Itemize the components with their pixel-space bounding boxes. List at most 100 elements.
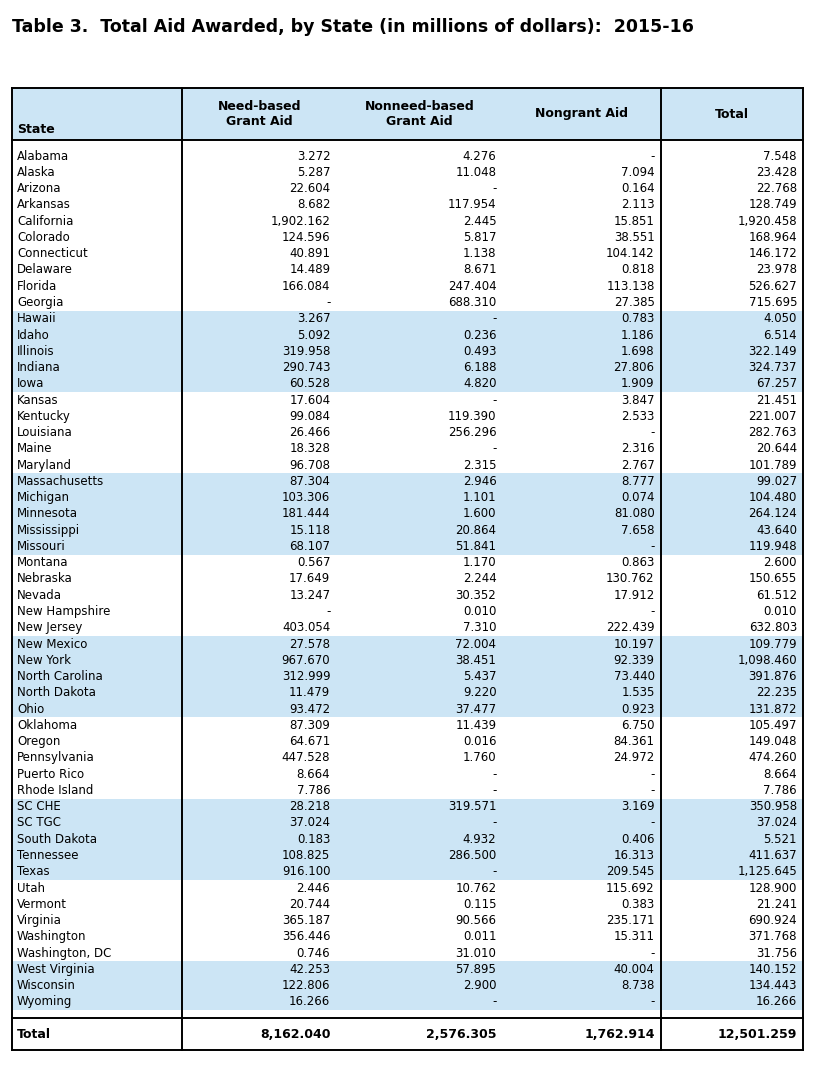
- Text: 3.169: 3.169: [621, 801, 654, 814]
- Text: West Virginia: West Virginia: [17, 963, 95, 976]
- Text: 8.671: 8.671: [463, 263, 496, 277]
- Text: 1,098.460: 1,098.460: [738, 654, 797, 667]
- Text: 130.762: 130.762: [606, 573, 654, 586]
- Text: South Dakota: South Dakota: [17, 833, 97, 846]
- Text: -: -: [492, 768, 496, 780]
- Text: -: -: [492, 784, 496, 796]
- Text: 324.737: 324.737: [748, 361, 797, 374]
- Text: 1,762.914: 1,762.914: [584, 1027, 654, 1040]
- Text: 5.437: 5.437: [463, 670, 496, 683]
- Text: Tennessee: Tennessee: [17, 849, 78, 862]
- Text: 0.383: 0.383: [621, 898, 654, 911]
- Text: 319.958: 319.958: [282, 345, 330, 358]
- Text: 60.528: 60.528: [289, 377, 330, 390]
- Text: 168.964: 168.964: [748, 231, 797, 244]
- Text: 7.548: 7.548: [764, 150, 797, 162]
- Bar: [12, 685, 803, 701]
- Text: 149.048: 149.048: [748, 735, 797, 748]
- Text: 5.287: 5.287: [297, 166, 330, 179]
- Text: Puerto Rico: Puerto Rico: [17, 768, 84, 780]
- Bar: [12, 375, 803, 392]
- Text: 1,125.645: 1,125.645: [738, 865, 797, 879]
- Text: Missouri: Missouri: [17, 540, 66, 553]
- Text: 371.768: 371.768: [748, 930, 797, 943]
- Text: Nongrant Aid: Nongrant Aid: [535, 108, 628, 121]
- Text: Total: Total: [17, 1027, 51, 1040]
- Bar: [12, 474, 803, 490]
- Text: 40.004: 40.004: [614, 963, 654, 976]
- Text: 150.655: 150.655: [749, 573, 797, 586]
- Text: 286.500: 286.500: [448, 849, 496, 862]
- Text: 4.276: 4.276: [463, 150, 496, 162]
- Text: New Hampshire: New Hampshire: [17, 605, 110, 618]
- Bar: [12, 977, 803, 994]
- Text: -: -: [492, 817, 496, 830]
- Text: -: -: [492, 995, 496, 1008]
- Text: 17.604: 17.604: [289, 393, 330, 406]
- Bar: [12, 359, 803, 375]
- Text: Massachusetts: Massachusetts: [17, 475, 104, 487]
- Text: 11.479: 11.479: [289, 686, 330, 699]
- Text: 1.600: 1.600: [463, 508, 496, 521]
- Text: 124.596: 124.596: [282, 231, 330, 244]
- Text: 51.841: 51.841: [456, 540, 496, 553]
- Text: 0.493: 0.493: [463, 345, 496, 358]
- Text: 322.149: 322.149: [748, 345, 797, 358]
- Text: 22.604: 22.604: [289, 182, 330, 196]
- Text: 68.107: 68.107: [289, 540, 330, 553]
- Text: 256.296: 256.296: [447, 427, 496, 439]
- Text: 22.768: 22.768: [756, 182, 797, 196]
- Text: 81.080: 81.080: [614, 508, 654, 521]
- Text: 17.912: 17.912: [614, 589, 654, 602]
- Text: Maine: Maine: [17, 443, 52, 455]
- Text: 43.640: 43.640: [756, 524, 797, 537]
- Text: Oregon: Oregon: [17, 735, 60, 748]
- Text: 235.171: 235.171: [606, 914, 654, 927]
- Text: 115.692: 115.692: [606, 882, 654, 895]
- Text: 2.946: 2.946: [463, 475, 496, 487]
- Text: -: -: [492, 393, 496, 406]
- Text: 104.142: 104.142: [606, 247, 654, 260]
- Text: 28.218: 28.218: [289, 801, 330, 814]
- Bar: [12, 652, 803, 668]
- Text: 8.738: 8.738: [621, 979, 654, 992]
- Text: Arkansas: Arkansas: [17, 199, 71, 212]
- Text: 2.446: 2.446: [297, 882, 330, 895]
- Text: New York: New York: [17, 654, 71, 667]
- Text: Florida: Florida: [17, 280, 57, 293]
- Text: 2,576.305: 2,576.305: [426, 1027, 496, 1040]
- Text: 134.443: 134.443: [748, 979, 797, 992]
- Text: 10.762: 10.762: [456, 882, 496, 895]
- Text: Nebraska: Nebraska: [17, 573, 73, 586]
- Text: Delaware: Delaware: [17, 263, 73, 277]
- Bar: [12, 815, 803, 831]
- Text: 10.197: 10.197: [614, 637, 654, 651]
- Text: 1,920.458: 1,920.458: [738, 215, 797, 228]
- Text: Oklahoma: Oklahoma: [17, 718, 77, 732]
- Bar: [12, 490, 803, 506]
- Text: 21.241: 21.241: [756, 898, 797, 911]
- Text: 0.236: 0.236: [463, 328, 496, 341]
- Text: SC CHE: SC CHE: [17, 801, 61, 814]
- Text: 391.876: 391.876: [748, 670, 797, 683]
- Text: 0.406: 0.406: [621, 833, 654, 846]
- Text: 1.698: 1.698: [621, 345, 654, 358]
- Text: 13.247: 13.247: [289, 589, 330, 602]
- Text: -: -: [650, 817, 654, 830]
- Text: 0.164: 0.164: [621, 182, 654, 196]
- Text: 2.244: 2.244: [463, 573, 496, 586]
- Text: 9.220: 9.220: [463, 686, 496, 699]
- Text: 87.304: 87.304: [289, 475, 330, 487]
- Text: 11.439: 11.439: [456, 718, 496, 732]
- Text: 26.466: 26.466: [289, 427, 330, 439]
- Text: Utah: Utah: [17, 882, 45, 895]
- Text: Total: Total: [715, 108, 749, 121]
- Text: 40.891: 40.891: [289, 247, 330, 260]
- Text: 37.477: 37.477: [456, 702, 496, 715]
- Text: 7.310: 7.310: [463, 621, 496, 634]
- Text: -: -: [492, 312, 496, 325]
- Text: 319.571: 319.571: [448, 801, 496, 814]
- Text: 209.545: 209.545: [606, 865, 654, 879]
- Text: 916.100: 916.100: [282, 865, 330, 879]
- Text: -: -: [650, 540, 654, 553]
